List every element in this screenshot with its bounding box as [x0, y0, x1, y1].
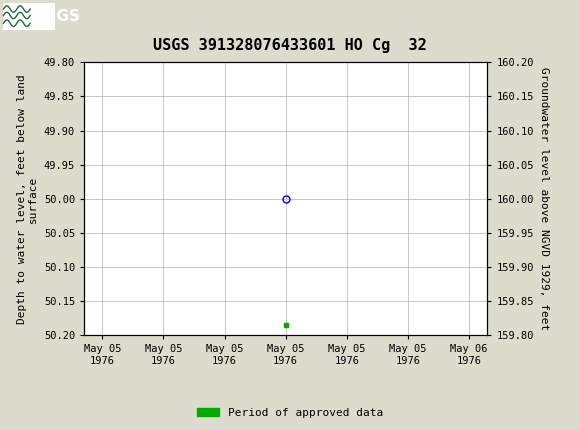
Text: USGS 391328076433601 HO Cg  32: USGS 391328076433601 HO Cg 32: [153, 38, 427, 52]
Bar: [3, 3, 55, 30]
Text: USGS: USGS: [34, 9, 81, 24]
Y-axis label: Groundwater level above NGVD 1929, feet: Groundwater level above NGVD 1929, feet: [539, 67, 549, 331]
Y-axis label: Depth to water level, feet below land
surface: Depth to water level, feet below land su…: [17, 74, 38, 324]
Legend: Period of approved data: Period of approved data: [193, 403, 387, 422]
